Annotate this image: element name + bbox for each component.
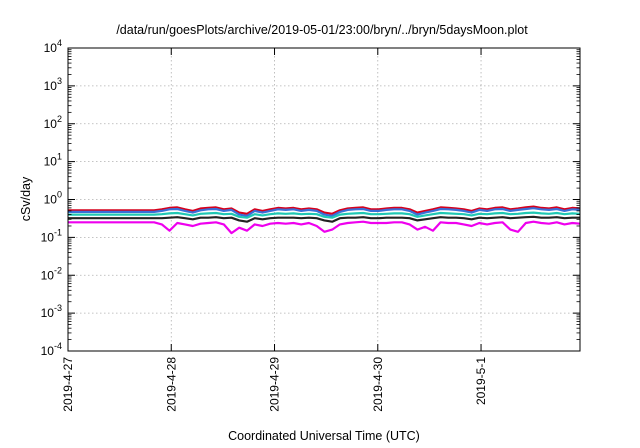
y-tick-label: 10-3	[41, 303, 62, 320]
x-tick-label: 2019-4-28	[164, 357, 178, 412]
x-tick-label: 2019-5-1	[474, 357, 488, 405]
grid	[68, 48, 580, 351]
series-line-2	[68, 207, 581, 217]
series-line-4	[68, 215, 580, 223]
series-group	[68, 205, 581, 235]
y-tick-label: 104	[44, 38, 62, 55]
chart-title: /data/run/goesPlots/archive/2019-05-01/2…	[116, 23, 528, 37]
series-line-1	[68, 205, 581, 215]
x-axis: 2019-4-27 2019-4-28 2019-4-29 2019-4-30 2019…	[61, 48, 488, 412]
x-axis-label: Coordinated Universal Time (UTC)	[228, 429, 420, 443]
x-tick-label: 2019-4-27	[61, 357, 75, 412]
x-tick-label: 2019-4-30	[371, 357, 385, 412]
y-tick-label: 10-1	[41, 227, 62, 244]
y-tick-label: 102	[44, 114, 62, 131]
y-tick-label: 100	[44, 190, 62, 207]
y-axis-label: cSv/day	[19, 176, 33, 221]
y-tick-label: 103	[44, 76, 62, 93]
y-tick-label: 101	[44, 152, 62, 169]
series-line-3	[68, 211, 581, 219]
y-tick-label: 10-2	[41, 265, 62, 282]
series-line-5	[68, 220, 581, 235]
x-tick-label: 2019-4-29	[268, 357, 282, 412]
y-axis: 10-4 10-3 10-2 10-1 100 101 102 103 104	[41, 38, 580, 358]
y-tick-label: 10-4	[41, 341, 62, 358]
